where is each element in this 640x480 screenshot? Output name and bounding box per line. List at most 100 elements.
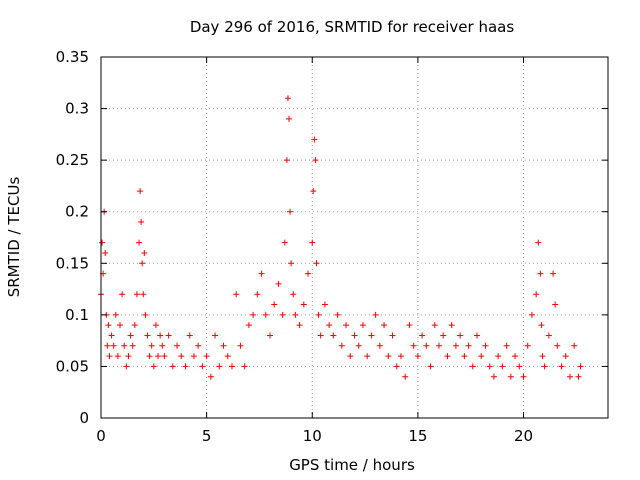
axis-ticks xyxy=(100,56,608,419)
data-point xyxy=(117,322,124,329)
data-point xyxy=(414,353,421,360)
data-point xyxy=(490,373,497,380)
data-point xyxy=(262,311,269,318)
data-point xyxy=(482,342,489,349)
data-point xyxy=(385,353,392,360)
data-point xyxy=(311,136,318,143)
plot-frame xyxy=(100,56,609,419)
chart-title: Day 296 of 2016, SRMTID for receiver haa… xyxy=(190,18,515,36)
data-point xyxy=(233,291,240,298)
data-point xyxy=(121,342,128,349)
data-point xyxy=(127,332,134,339)
data-point xyxy=(538,322,545,329)
data-point xyxy=(389,332,396,339)
data-point xyxy=(495,353,502,360)
data-point xyxy=(245,322,252,329)
data-point xyxy=(105,322,112,329)
data-point xyxy=(186,332,193,339)
y-tick-label: 0.15 xyxy=(56,254,89,272)
data-point xyxy=(178,353,185,360)
data-point xyxy=(110,342,117,349)
data-point xyxy=(165,332,172,339)
data-point xyxy=(545,332,552,339)
data-point xyxy=(558,363,565,370)
data-point xyxy=(286,115,293,122)
data-point xyxy=(562,353,569,360)
data-point xyxy=(541,363,548,370)
data-point xyxy=(410,342,417,349)
data-point xyxy=(199,363,206,370)
data-point xyxy=(157,332,164,339)
data-point xyxy=(169,363,176,370)
data-point xyxy=(461,353,468,360)
data-point xyxy=(292,311,299,318)
data-point xyxy=(550,270,557,277)
data-point xyxy=(419,332,426,339)
data-point xyxy=(290,291,297,298)
data-point xyxy=(129,342,136,349)
data-point xyxy=(317,332,324,339)
data-point xyxy=(102,249,109,256)
data-point xyxy=(133,291,140,298)
data-point xyxy=(137,188,144,195)
data-point xyxy=(499,363,506,370)
data-point xyxy=(216,363,223,370)
data-point xyxy=(136,239,143,246)
x-axis-label: GPS time / hours xyxy=(289,456,415,474)
data-point xyxy=(203,353,210,360)
data-point xyxy=(381,322,388,329)
data-point xyxy=(309,239,316,246)
data-point xyxy=(310,188,317,195)
data-point xyxy=(343,322,350,329)
data-point xyxy=(465,342,472,349)
data-point xyxy=(288,260,295,267)
data-point xyxy=(212,332,219,339)
data-point xyxy=(330,332,337,339)
data-point xyxy=(368,332,375,339)
data-point xyxy=(372,311,379,318)
data-point xyxy=(99,239,106,246)
data-point xyxy=(524,342,531,349)
data-point xyxy=(503,342,510,349)
data-point xyxy=(359,322,366,329)
data-points xyxy=(98,95,584,380)
data-point xyxy=(566,373,573,380)
data-point xyxy=(315,311,322,318)
data-point xyxy=(397,353,404,360)
data-point xyxy=(364,353,371,360)
data-point xyxy=(112,311,119,318)
data-point xyxy=(321,301,328,308)
y-tick-label: 0.1 xyxy=(65,306,89,324)
data-point xyxy=(431,322,438,329)
data-point xyxy=(313,260,320,267)
data-point xyxy=(452,342,459,349)
data-point xyxy=(275,280,282,287)
x-tick-label: 15 xyxy=(408,427,427,445)
data-point xyxy=(552,301,559,308)
data-point xyxy=(507,373,514,380)
data-point xyxy=(150,363,157,370)
data-point xyxy=(220,342,227,349)
grid-layer xyxy=(101,57,608,418)
data-point xyxy=(131,322,138,329)
x-tick-label: 0 xyxy=(96,427,106,445)
data-point xyxy=(535,239,542,246)
data-point xyxy=(474,332,481,339)
data-point xyxy=(237,342,244,349)
data-point xyxy=(108,332,115,339)
data-point xyxy=(326,322,333,329)
data-point xyxy=(520,373,527,380)
data-point xyxy=(427,363,434,370)
data-point xyxy=(469,363,476,370)
y-tick-label: 0.35 xyxy=(56,48,89,66)
data-point xyxy=(141,249,148,256)
data-point xyxy=(571,342,578,349)
data-point xyxy=(224,353,231,360)
data-point xyxy=(440,332,447,339)
data-point xyxy=(406,322,413,329)
data-point xyxy=(228,363,235,370)
data-point xyxy=(281,239,288,246)
data-point xyxy=(423,342,430,349)
y-axis-label: SRMTID / TECUs xyxy=(5,177,23,298)
